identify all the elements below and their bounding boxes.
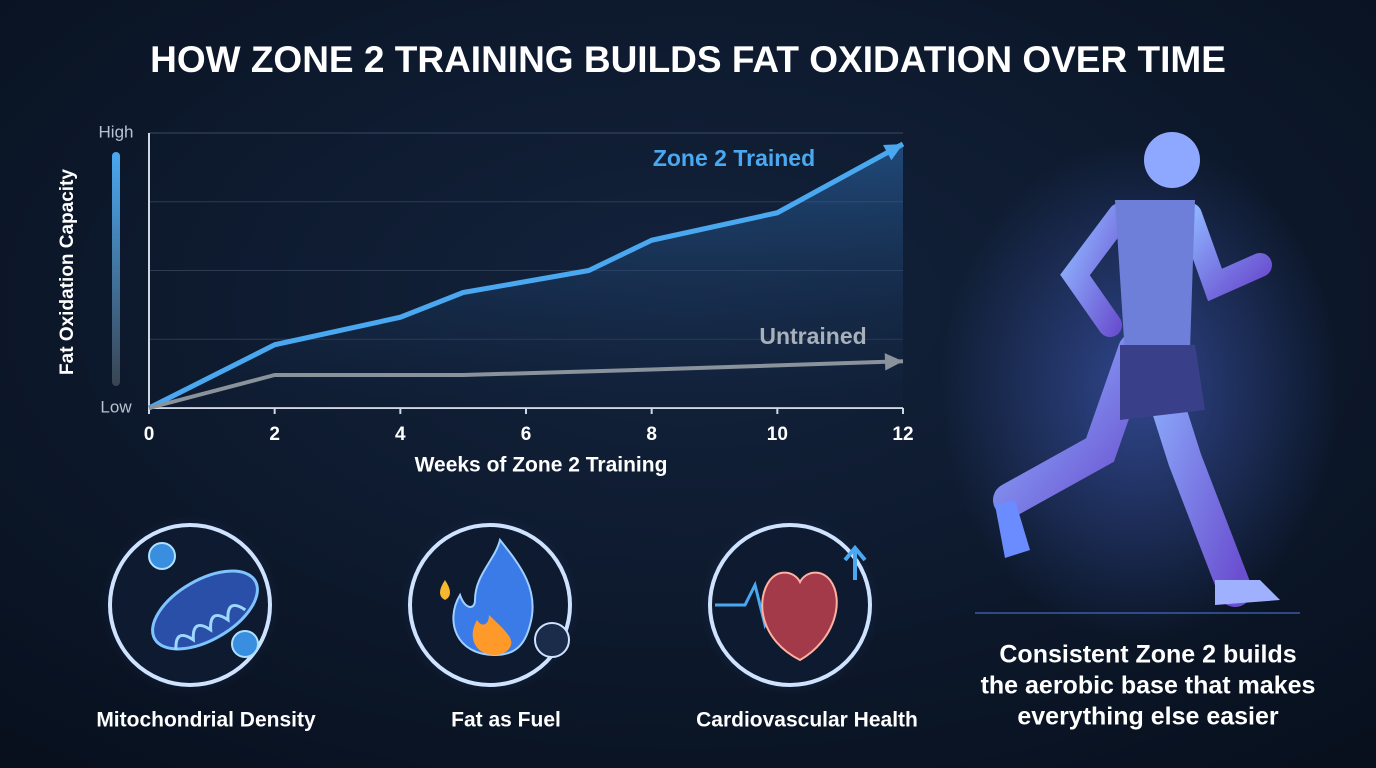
series-line: [147, 141, 905, 411]
series-line: [148, 359, 904, 410]
series-label: Zone 2 Trained: [653, 145, 815, 171]
x-tick-label: 12: [892, 424, 913, 445]
flame-core: [472, 615, 512, 655]
text-labels: Mitochondrial Density Fat as Fuel Cardiova…: [96, 641, 1315, 732]
y-axis-label: Fat Oxidation Capacity: [57, 169, 78, 375]
title: HOW ZONE 2 TRAINING BUILDS FAT OXIDATION…: [150, 39, 1226, 80]
plot: Low High 0 2 4 6 8 10 12 Zone 2 Trained Untrained: [99, 122, 914, 445]
runner-shoe: [1215, 580, 1280, 605]
cell-dot: [148, 542, 176, 570]
arrow-head: [884, 353, 903, 371]
mitochondria-folds: [174, 603, 247, 650]
runner-back-arm: [1060, 203, 1132, 337]
x-tick-label: 10: [767, 424, 788, 445]
flame-icon: [452, 537, 534, 657]
up-arrow: [843, 544, 867, 580]
benefit-label: Mitochondrial Density: [96, 709, 316, 732]
runner-head: [1144, 132, 1200, 188]
drop-icon: [440, 580, 450, 600]
x-tick-label: 8: [646, 424, 657, 445]
cell-dot: [231, 630, 259, 658]
heart-icon: [761, 571, 838, 662]
caption-line: everything else easier: [1017, 703, 1279, 731]
x-tick-label: 0: [144, 424, 155, 445]
runner-shorts: [1120, 345, 1205, 420]
runner-front-arm: [1178, 203, 1272, 302]
y-tick-label: High: [99, 122, 134, 141]
x-tick-label: 4: [395, 424, 406, 445]
x-axis-label: Weeks of Zone 2 Training: [415, 454, 668, 477]
caption-line: Consistent Zone 2 builds: [999, 641, 1296, 669]
mitochondria-icon: [151, 569, 259, 651]
arrow-head: [883, 144, 903, 161]
x-tick-label: 2: [269, 424, 280, 445]
caption-line: the aerobic base that makes: [981, 672, 1316, 700]
x-tick-label: 6: [521, 424, 532, 445]
runner-torso: [1115, 200, 1195, 355]
runner-shoe: [995, 500, 1030, 558]
runner-illustration: [940, 132, 1340, 640]
y-tick-label: Low: [100, 397, 132, 416]
benefit-icons: [100, 515, 880, 695]
area-fill: [149, 144, 903, 408]
percent-badge: [534, 622, 570, 658]
scale-bar: [112, 152, 120, 386]
benefit-label: Fat as Fuel: [451, 709, 561, 732]
series-label: Untrained: [759, 323, 866, 349]
benefit-label: Cardiovascular Health: [696, 709, 918, 732]
